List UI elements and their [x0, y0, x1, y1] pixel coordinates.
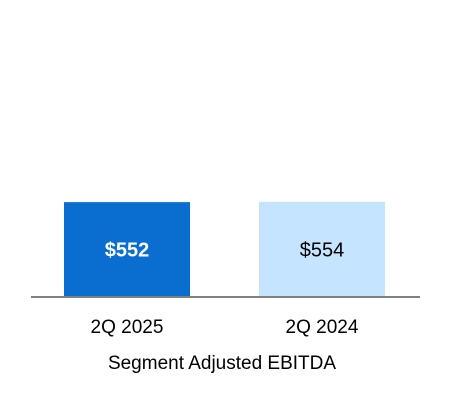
bar-0 [64, 202, 190, 297]
data-label-0: $552 [105, 240, 150, 262]
bars-group [64, 201, 385, 297]
x-axis-title: Segment Adjusted EBITDA [108, 353, 336, 374]
data-labels-group: $552 $554 [105, 239, 345, 261]
category-label-1: 2Q 2024 [286, 317, 359, 338]
category-labels-group: 2Q 2025 2Q 2024 [91, 317, 359, 338]
bar-1 [259, 201, 385, 297]
data-label-1: $554 [300, 239, 345, 261]
category-label-0: 2Q 2025 [91, 317, 164, 338]
